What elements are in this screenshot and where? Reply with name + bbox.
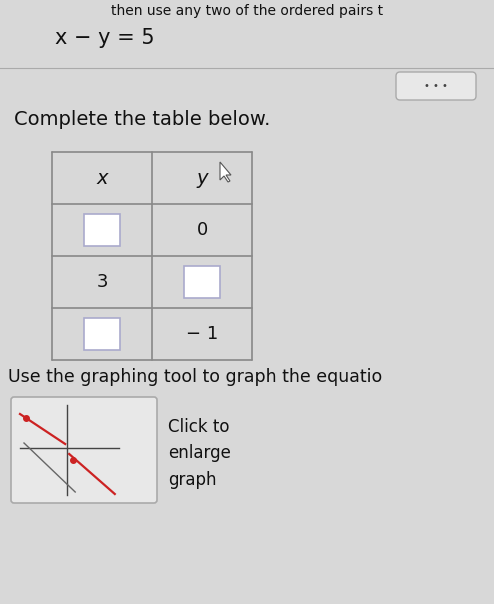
FancyBboxPatch shape <box>184 266 220 298</box>
Text: 0: 0 <box>197 221 207 239</box>
Text: • • •: • • • <box>424 81 448 91</box>
FancyBboxPatch shape <box>84 214 120 246</box>
Text: y: y <box>196 169 208 187</box>
Text: Click to
enlarge
graph: Click to enlarge graph <box>168 418 231 489</box>
Polygon shape <box>220 162 231 182</box>
Text: Complete the table below.: Complete the table below. <box>14 110 270 129</box>
FancyBboxPatch shape <box>396 72 476 100</box>
Text: then use any two of the ordered pairs t: then use any two of the ordered pairs t <box>111 4 383 18</box>
Text: x − y = 5: x − y = 5 <box>55 28 155 48</box>
FancyBboxPatch shape <box>84 318 120 350</box>
FancyBboxPatch shape <box>11 397 157 503</box>
Text: x: x <box>96 169 108 187</box>
Text: 3: 3 <box>96 273 108 291</box>
Text: − 1: − 1 <box>186 325 218 343</box>
Text: Use the graphing tool to graph the equatio: Use the graphing tool to graph the equat… <box>8 368 382 386</box>
